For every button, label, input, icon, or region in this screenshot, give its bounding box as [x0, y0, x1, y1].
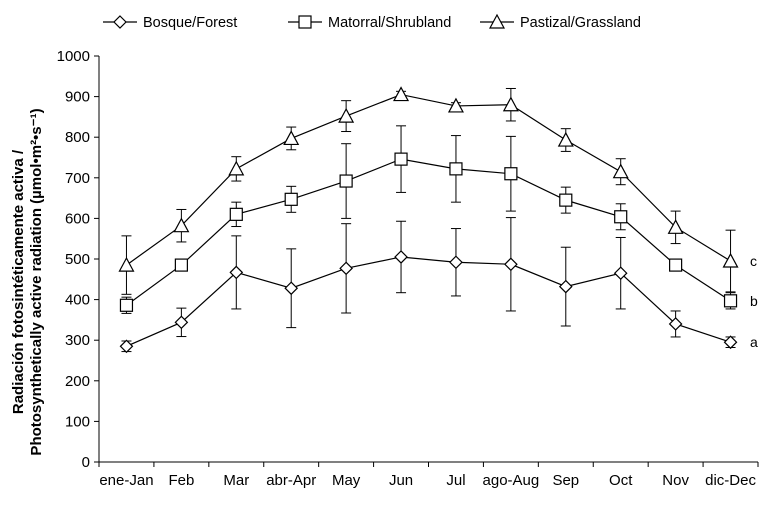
data-point-triangle [667, 219, 684, 234]
data-point-square [394, 152, 408, 166]
data-point-diamond [668, 317, 683, 331]
data-point-diamond [339, 261, 353, 276]
data-point-diamond [504, 257, 518, 272]
data-point-diamond [229, 265, 244, 280]
data-point-triangle [228, 160, 245, 176]
data-point-diamond [394, 250, 408, 264]
data-point-square [669, 258, 683, 272]
y-tick-label: 0 [82, 454, 90, 471]
y-tick-label: 500 [65, 251, 90, 268]
x-axis-ticks: ene-Jan Feb Mar abr-Apr May Jun Jul ago-Aug Sep O… [98, 462, 759, 489]
data-point-square [449, 162, 463, 176]
data-point-square [229, 207, 243, 221]
significance-label: a [750, 334, 758, 350]
data-point-triangle [118, 256, 135, 272]
data-point-triangle [502, 96, 519, 112]
legend-label-grassland: Pastizal/Grassland [520, 15, 641, 31]
data-point-square [723, 294, 738, 308]
data-point-triangle [557, 131, 574, 147]
x-tick-label: Oct [609, 472, 633, 489]
x-tick-label: ago-Aug [483, 472, 540, 489]
y-tick-label: 700 [65, 170, 90, 187]
x-tick-label: abr-Apr [266, 472, 316, 489]
x-tick-label: dic-Dec [705, 472, 756, 489]
y-tick-label: 1000 [57, 48, 90, 65]
data-point-diamond [284, 281, 299, 296]
series-square: b [119, 125, 758, 314]
data-point-triangle [338, 107, 355, 123]
series-triangle: c [118, 86, 757, 295]
y-tick-label: 300 [65, 332, 90, 349]
triangle-marker-icon [488, 13, 506, 29]
data-point-diamond [119, 339, 134, 354]
data-point-square [504, 167, 518, 181]
data-point-triangle [393, 86, 410, 102]
data-point-triangle [173, 217, 190, 233]
x-tick-label: May [332, 472, 361, 489]
series-line [126, 256, 731, 347]
x-tick-label: Jun [389, 472, 413, 489]
data-point-diamond [449, 255, 463, 270]
data-point-square [174, 258, 188, 272]
data-point-triangle [722, 252, 739, 268]
legend-label-shrubland: Matorral/Shrubland [328, 15, 451, 31]
data-point-diamond [613, 266, 628, 281]
x-tick-label: Mar [223, 472, 249, 489]
y-axis-title: Radiación fotosintéticamente activa / Ph… [10, 108, 45, 455]
x-tick-label: Feb [168, 472, 194, 489]
significance-label: c [750, 253, 757, 269]
data-point-square [614, 210, 628, 224]
data-point-square [559, 193, 573, 207]
x-tick-label: Sep [552, 472, 579, 489]
y-tick-label: 100 [65, 413, 90, 430]
legend-item-forest: Bosque/Forest [103, 15, 237, 31]
data-point-square [339, 174, 353, 188]
significance-label: b [750, 293, 758, 309]
y-axis-title-line1: Radiación fotosintéticamente activa / [10, 149, 27, 414]
y-tick-label: 600 [65, 210, 90, 227]
series-line [126, 93, 731, 266]
y-tick-label: 900 [65, 89, 90, 106]
y-tick-label: 400 [65, 292, 90, 309]
square-marker-icon [298, 15, 312, 29]
series-line [126, 158, 731, 306]
data-point-triangle [283, 130, 300, 146]
y-axis-title-line2: Photosynthetically active radiation (µmo… [28, 108, 45, 455]
legend-item-shrubland: Matorral/Shrubland [288, 15, 451, 31]
x-tick-label: ene-Jan [99, 472, 153, 489]
legend-label-forest: Bosque/Forest [143, 15, 237, 31]
diamond-marker-icon [113, 15, 127, 29]
data-point-diamond [558, 279, 573, 294]
legend: Bosque/Forest Matorral/Shrubland Pastiza… [103, 13, 641, 31]
data-point-diamond [174, 315, 189, 330]
x-tick-label: Jul [446, 472, 465, 489]
legend-item-grassland: Pastizal/Grassland [480, 13, 641, 31]
series-diamond: a [119, 217, 758, 354]
data-point-square [284, 192, 298, 206]
y-tick-label: 800 [65, 129, 90, 146]
y-axis-ticks: 0 100 200 300 400 500 600 700 800 900 1000 [57, 48, 99, 471]
y-tick-label: 200 [65, 373, 90, 390]
data-point-triangle [447, 97, 464, 113]
plot-area: a b c [118, 86, 758, 354]
x-tick-label: Nov [662, 472, 689, 489]
data-point-triangle [612, 163, 629, 179]
data-point-square [119, 298, 134, 312]
data-point-diamond [723, 335, 738, 350]
